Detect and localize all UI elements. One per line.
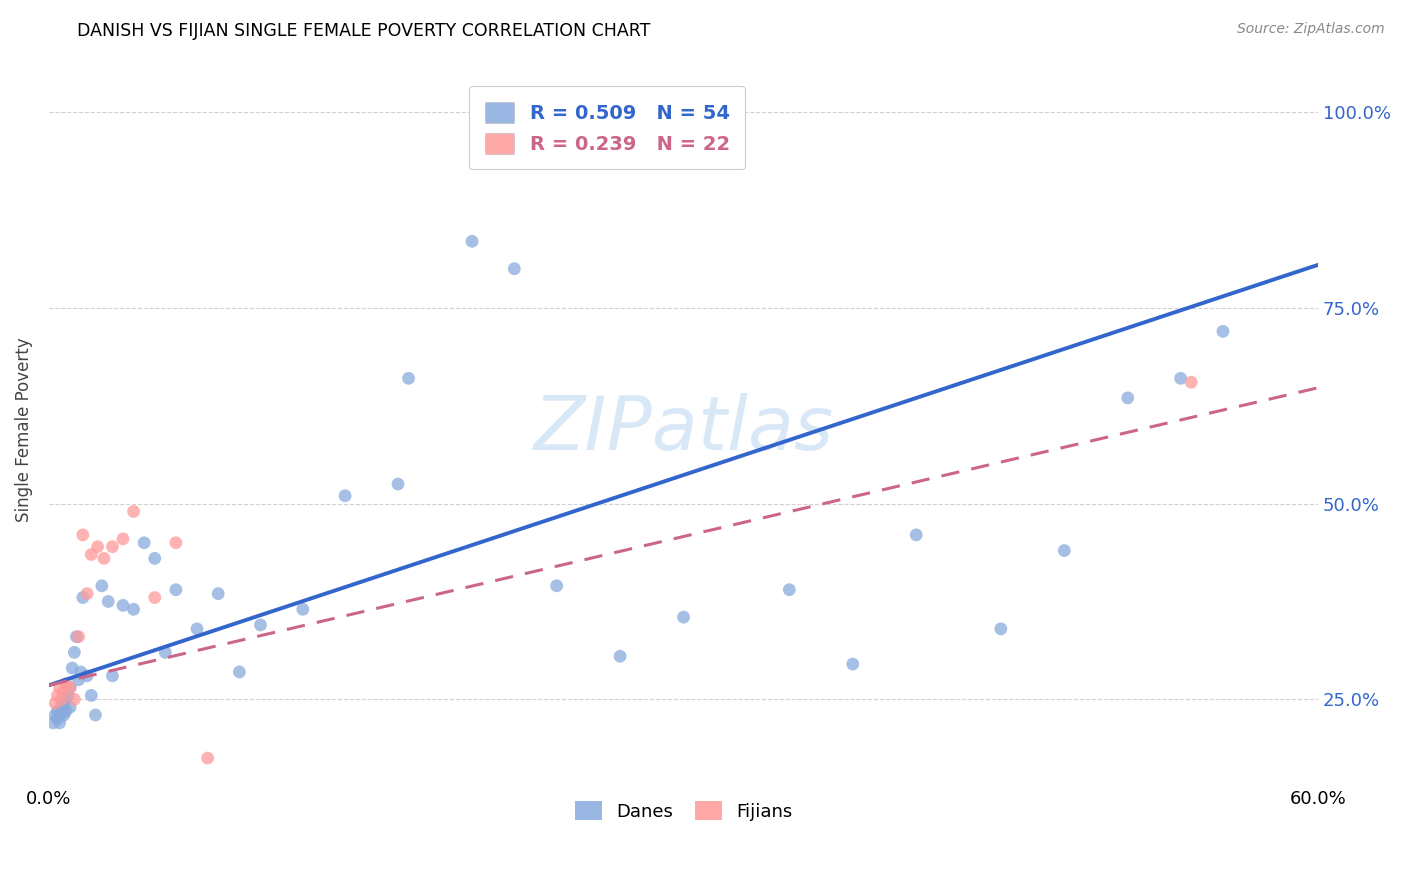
Point <box>165 535 187 549</box>
Point <box>52 700 75 714</box>
Point <box>143 551 166 566</box>
Point <box>80 548 103 562</box>
Point <box>778 582 800 597</box>
Point <box>1053 543 1076 558</box>
Point <box>197 751 219 765</box>
Point <box>842 657 865 672</box>
Point <box>67 630 90 644</box>
Point <box>59 700 82 714</box>
Point <box>44 696 66 710</box>
Text: DANISH VS FIJIAN SINGLE FEMALE POVERTY CORRELATION CHART: DANISH VS FIJIAN SINGLE FEMALE POVERTY C… <box>77 22 651 40</box>
Point <box>101 540 124 554</box>
Point <box>48 681 70 695</box>
Point <box>56 689 79 703</box>
Point <box>55 692 77 706</box>
Point <box>65 630 87 644</box>
Point <box>59 681 82 695</box>
Point <box>76 587 98 601</box>
Point <box>51 700 73 714</box>
Point <box>84 708 107 723</box>
Point <box>51 704 73 718</box>
Point <box>51 692 73 706</box>
Point <box>990 622 1012 636</box>
Point <box>546 579 568 593</box>
Point <box>52 684 75 698</box>
Point <box>122 504 145 518</box>
Point <box>249 618 271 632</box>
Point <box>1180 376 1202 390</box>
Point <box>46 712 69 726</box>
Point <box>1116 391 1139 405</box>
Point <box>111 532 134 546</box>
Point <box>63 645 86 659</box>
Point <box>63 692 86 706</box>
Point <box>60 661 83 675</box>
Point <box>1212 324 1234 338</box>
Point <box>44 708 66 723</box>
Point <box>239 794 262 808</box>
Point <box>46 689 69 703</box>
Point <box>1170 371 1192 385</box>
Point <box>72 528 94 542</box>
Point <box>207 587 229 601</box>
Point <box>59 681 82 695</box>
Point <box>186 622 208 636</box>
Point <box>48 715 70 730</box>
Point <box>101 669 124 683</box>
Point <box>90 579 112 593</box>
Point <box>52 708 75 723</box>
Point <box>111 599 134 613</box>
Point <box>228 665 250 679</box>
Point <box>93 551 115 566</box>
Point <box>46 704 69 718</box>
Point <box>165 582 187 597</box>
Point <box>55 676 77 690</box>
Point <box>72 591 94 605</box>
Point <box>387 477 409 491</box>
Point <box>42 715 65 730</box>
Point <box>80 689 103 703</box>
Point <box>155 645 177 659</box>
Point <box>97 594 120 608</box>
Point <box>69 665 91 679</box>
Point <box>291 602 314 616</box>
Text: ZIPatlas: ZIPatlas <box>533 393 834 466</box>
Text: Source: ZipAtlas.com: Source: ZipAtlas.com <box>1237 22 1385 37</box>
Point <box>122 602 145 616</box>
Point <box>461 235 484 249</box>
Legend: Danes, Fijians: Danes, Fijians <box>565 792 801 830</box>
Point <box>86 540 108 554</box>
Y-axis label: Single Female Poverty: Single Female Poverty <box>15 337 32 522</box>
Point <box>134 535 156 549</box>
Point <box>76 669 98 683</box>
Point <box>905 528 928 542</box>
Point <box>55 704 77 718</box>
Point <box>672 610 695 624</box>
Point <box>67 673 90 687</box>
Point <box>609 649 631 664</box>
Point <box>333 489 356 503</box>
Point <box>503 261 526 276</box>
Point <box>398 371 420 385</box>
Point <box>143 591 166 605</box>
Point <box>48 708 70 723</box>
